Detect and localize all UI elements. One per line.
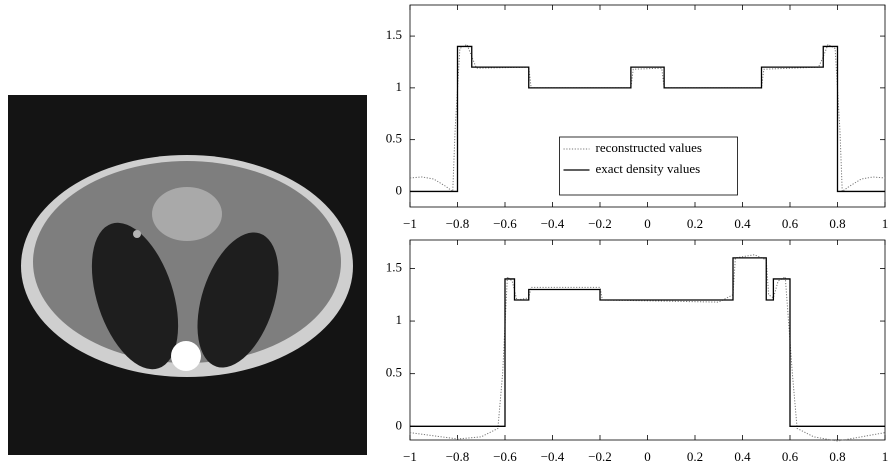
y-tick-label: 0 xyxy=(396,182,403,197)
plot-frame xyxy=(410,240,885,440)
x-tick-label: −0.6 xyxy=(493,216,517,231)
x-tick-label: −0.2 xyxy=(588,216,612,231)
x-tick-label: −0.4 xyxy=(541,449,565,464)
x-tick-label: 0.6 xyxy=(782,216,799,231)
x-tick-label: −1 xyxy=(403,216,417,231)
x-tick-label: 0.8 xyxy=(829,216,845,231)
x-tick-label: 0 xyxy=(644,449,651,464)
x-tick-label: −0.4 xyxy=(541,216,565,231)
small-dot xyxy=(133,230,141,238)
y-tick-label: 0.5 xyxy=(386,131,402,146)
bright-circle xyxy=(171,341,201,371)
x-tick-label: −0.8 xyxy=(446,449,470,464)
x-tick-label: 1 xyxy=(882,449,889,464)
x-tick-label: 1 xyxy=(882,216,889,231)
x-tick-label: −1 xyxy=(403,449,417,464)
x-tick-label: −0.8 xyxy=(446,216,470,231)
x-tick-label: 0.2 xyxy=(687,449,703,464)
x-tick-label: −0.2 xyxy=(588,449,612,464)
y-tick-label: 1.5 xyxy=(386,27,402,42)
figure: 0 0.5 1 1.5 −1 −0.8 −0.6 −0.4 −0.2 0 0.2 0.4 0.6 0.8 1… xyxy=(0,0,892,471)
y-tick-label: 1 xyxy=(396,79,403,94)
phantom-image xyxy=(8,95,367,455)
x-tick-label: 0.2 xyxy=(687,216,703,231)
x-tick-label: 0.6 xyxy=(782,449,799,464)
legend-label: reconstructed values xyxy=(596,140,702,155)
y-tick-label: 0 xyxy=(396,417,403,432)
y-tick-label: 0.5 xyxy=(386,365,402,380)
x-tick-label: 0.4 xyxy=(734,216,751,231)
y-tick-label: 1 xyxy=(396,312,403,327)
x-tick-label: 0.8 xyxy=(829,449,845,464)
series-line xyxy=(410,258,885,426)
x-tick-label: −0.6 xyxy=(493,449,517,464)
x-tick-label: 0.4 xyxy=(734,449,751,464)
series-line xyxy=(410,255,885,441)
x-tick-label: 0 xyxy=(644,216,651,231)
y-tick-label: 1.5 xyxy=(386,259,402,274)
top-ellipse xyxy=(152,187,222,241)
legend-label: exact density values xyxy=(596,161,701,176)
